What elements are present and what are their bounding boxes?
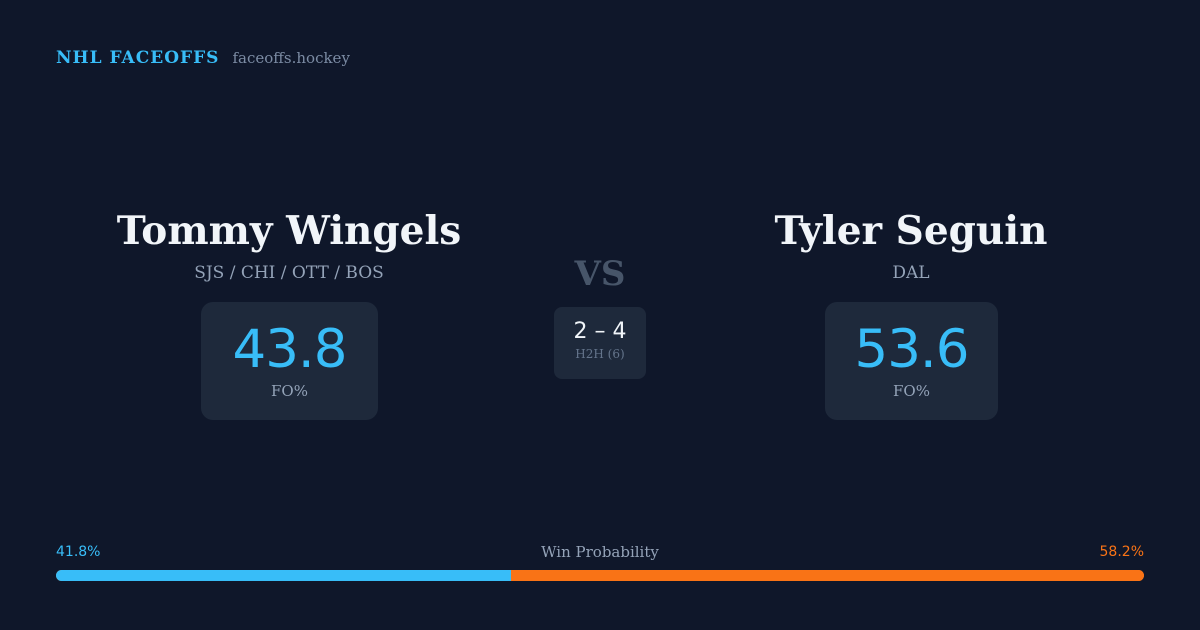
site-domain[interactable]: faceoffs.hockey xyxy=(232,49,350,67)
left-win-probability: 41.8% xyxy=(56,544,101,560)
right-probability-fill xyxy=(510,570,1144,581)
right-faceoff-label: FO% xyxy=(893,382,930,400)
brand-title[interactable]: NHL FACEOFFS xyxy=(56,48,220,68)
left-faceoff-card: 43.8 FO% xyxy=(201,302,378,420)
head-to-head-card: 2 – 4 H2H (6) xyxy=(554,307,646,379)
left-player-teams: SJS / CHI / OTT / BOS xyxy=(194,263,384,283)
left-faceoff-percentage: 43.8 xyxy=(232,319,347,380)
right-faceoff-percentage: 53.6 xyxy=(854,319,969,380)
head-to-head-label: H2H (6) xyxy=(575,347,625,361)
win-probability-title: Win Probability xyxy=(541,543,659,561)
win-probability-bar xyxy=(56,570,1144,581)
win-probability-labels: 41.8% Win Probability 58.2% xyxy=(56,541,1144,563)
head-to-head-score: 2 – 4 xyxy=(573,319,627,344)
right-player-info: Tyler Seguin DAL xyxy=(681,205,1141,285)
versus-label: VS xyxy=(574,254,626,294)
right-player-name: Tyler Seguin xyxy=(774,208,1048,254)
left-faceoff-label: FO% xyxy=(271,382,308,400)
site-header: NHL FACEOFFS faceoffs.hockey xyxy=(56,48,350,72)
left-probability-fill xyxy=(56,570,511,581)
right-faceoff-card: 53.6 FO% xyxy=(825,302,998,420)
left-player-name: Tommy Wingels xyxy=(116,208,462,254)
right-player-teams: DAL xyxy=(892,263,930,283)
right-win-probability: 58.2% xyxy=(1099,544,1144,560)
left-player-info: Tommy Wingels SJS / CHI / OTT / BOS xyxy=(59,205,519,285)
